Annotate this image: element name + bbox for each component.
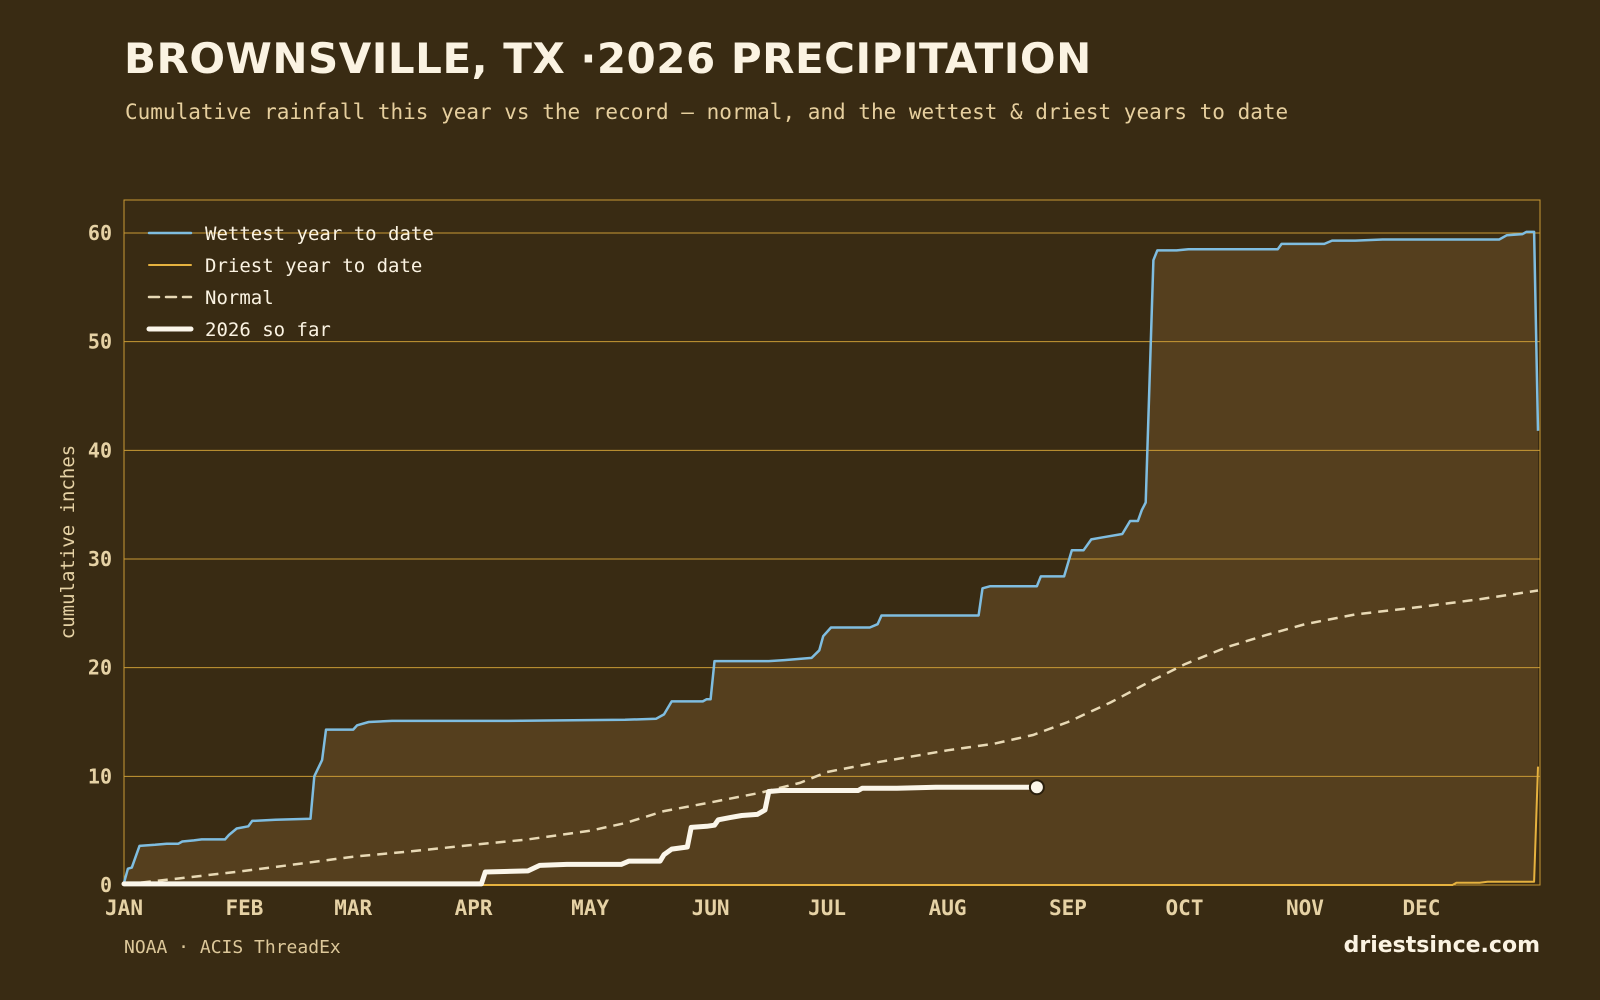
x-tick-label: JAN	[105, 896, 143, 920]
x-tick-label: JUL	[808, 896, 846, 920]
wettest-fill-area	[124, 231, 1538, 885]
legend-label: 2026 so far	[205, 319, 331, 341]
series-wettest-line	[122, 230, 1540, 884]
y-axis-label: cumulative inches	[57, 445, 79, 639]
x-tick-label: SEP	[1049, 896, 1087, 920]
grid-lines	[124, 232, 1540, 777]
y-tick-label: 20	[88, 656, 112, 680]
wettest-driest-range-fill	[124, 231, 1538, 885]
y-tick-label: 10	[88, 764, 112, 788]
x-tick-label: AUG	[929, 896, 967, 920]
series-driest-line	[124, 766, 1539, 886]
x-tick-label: NOV	[1286, 896, 1324, 920]
series-normal-line	[123, 589, 1539, 886]
legend-label: Wettest year to date	[205, 223, 434, 245]
x-tick-label: DEC	[1402, 896, 1440, 920]
chart-title: BROWNSVILLE, TX ·2026 PRECIPITATION	[124, 34, 1092, 83]
legend-label: Normal	[205, 287, 274, 309]
series-lines	[121, 230, 1540, 887]
legend: Wettest year to date Driest year to date N…	[146, 223, 434, 341]
y-tick-label: 30	[88, 547, 112, 571]
x-axis-ticks: JAN FEB MAR APR MAY JUN JUL AUG SEP OCT NOV DEC	[105, 896, 1440, 920]
x-tick-label: OCT	[1166, 896, 1204, 920]
brand-link[interactable]: driestsince.com	[1343, 933, 1540, 958]
series-2026-line	[121, 784, 1040, 887]
y-tick-label: 0	[100, 873, 112, 897]
y-tick-label: 60	[88, 221, 112, 245]
source-credit: NOAA · ACIS ThreadEx	[124, 937, 341, 958]
x-tick-label: MAY	[571, 896, 609, 920]
series-2026-endpoint	[1028, 779, 1045, 796]
y-tick-label: 50	[88, 330, 112, 354]
y-tick-label: 40	[88, 438, 112, 462]
x-tick-label: APR	[455, 896, 493, 920]
legend-label: Driest year to date	[205, 255, 422, 277]
x-tick-label: FEB	[225, 896, 263, 920]
x-tick-label: JUN	[692, 896, 730, 920]
chart-subtitle: Cumulative rainfall this year vs the rec…	[125, 100, 1289, 124]
x-tick-label: MAR	[334, 896, 372, 920]
y-axis-ticks: 0 10 20 30 40 50 60	[88, 221, 112, 897]
